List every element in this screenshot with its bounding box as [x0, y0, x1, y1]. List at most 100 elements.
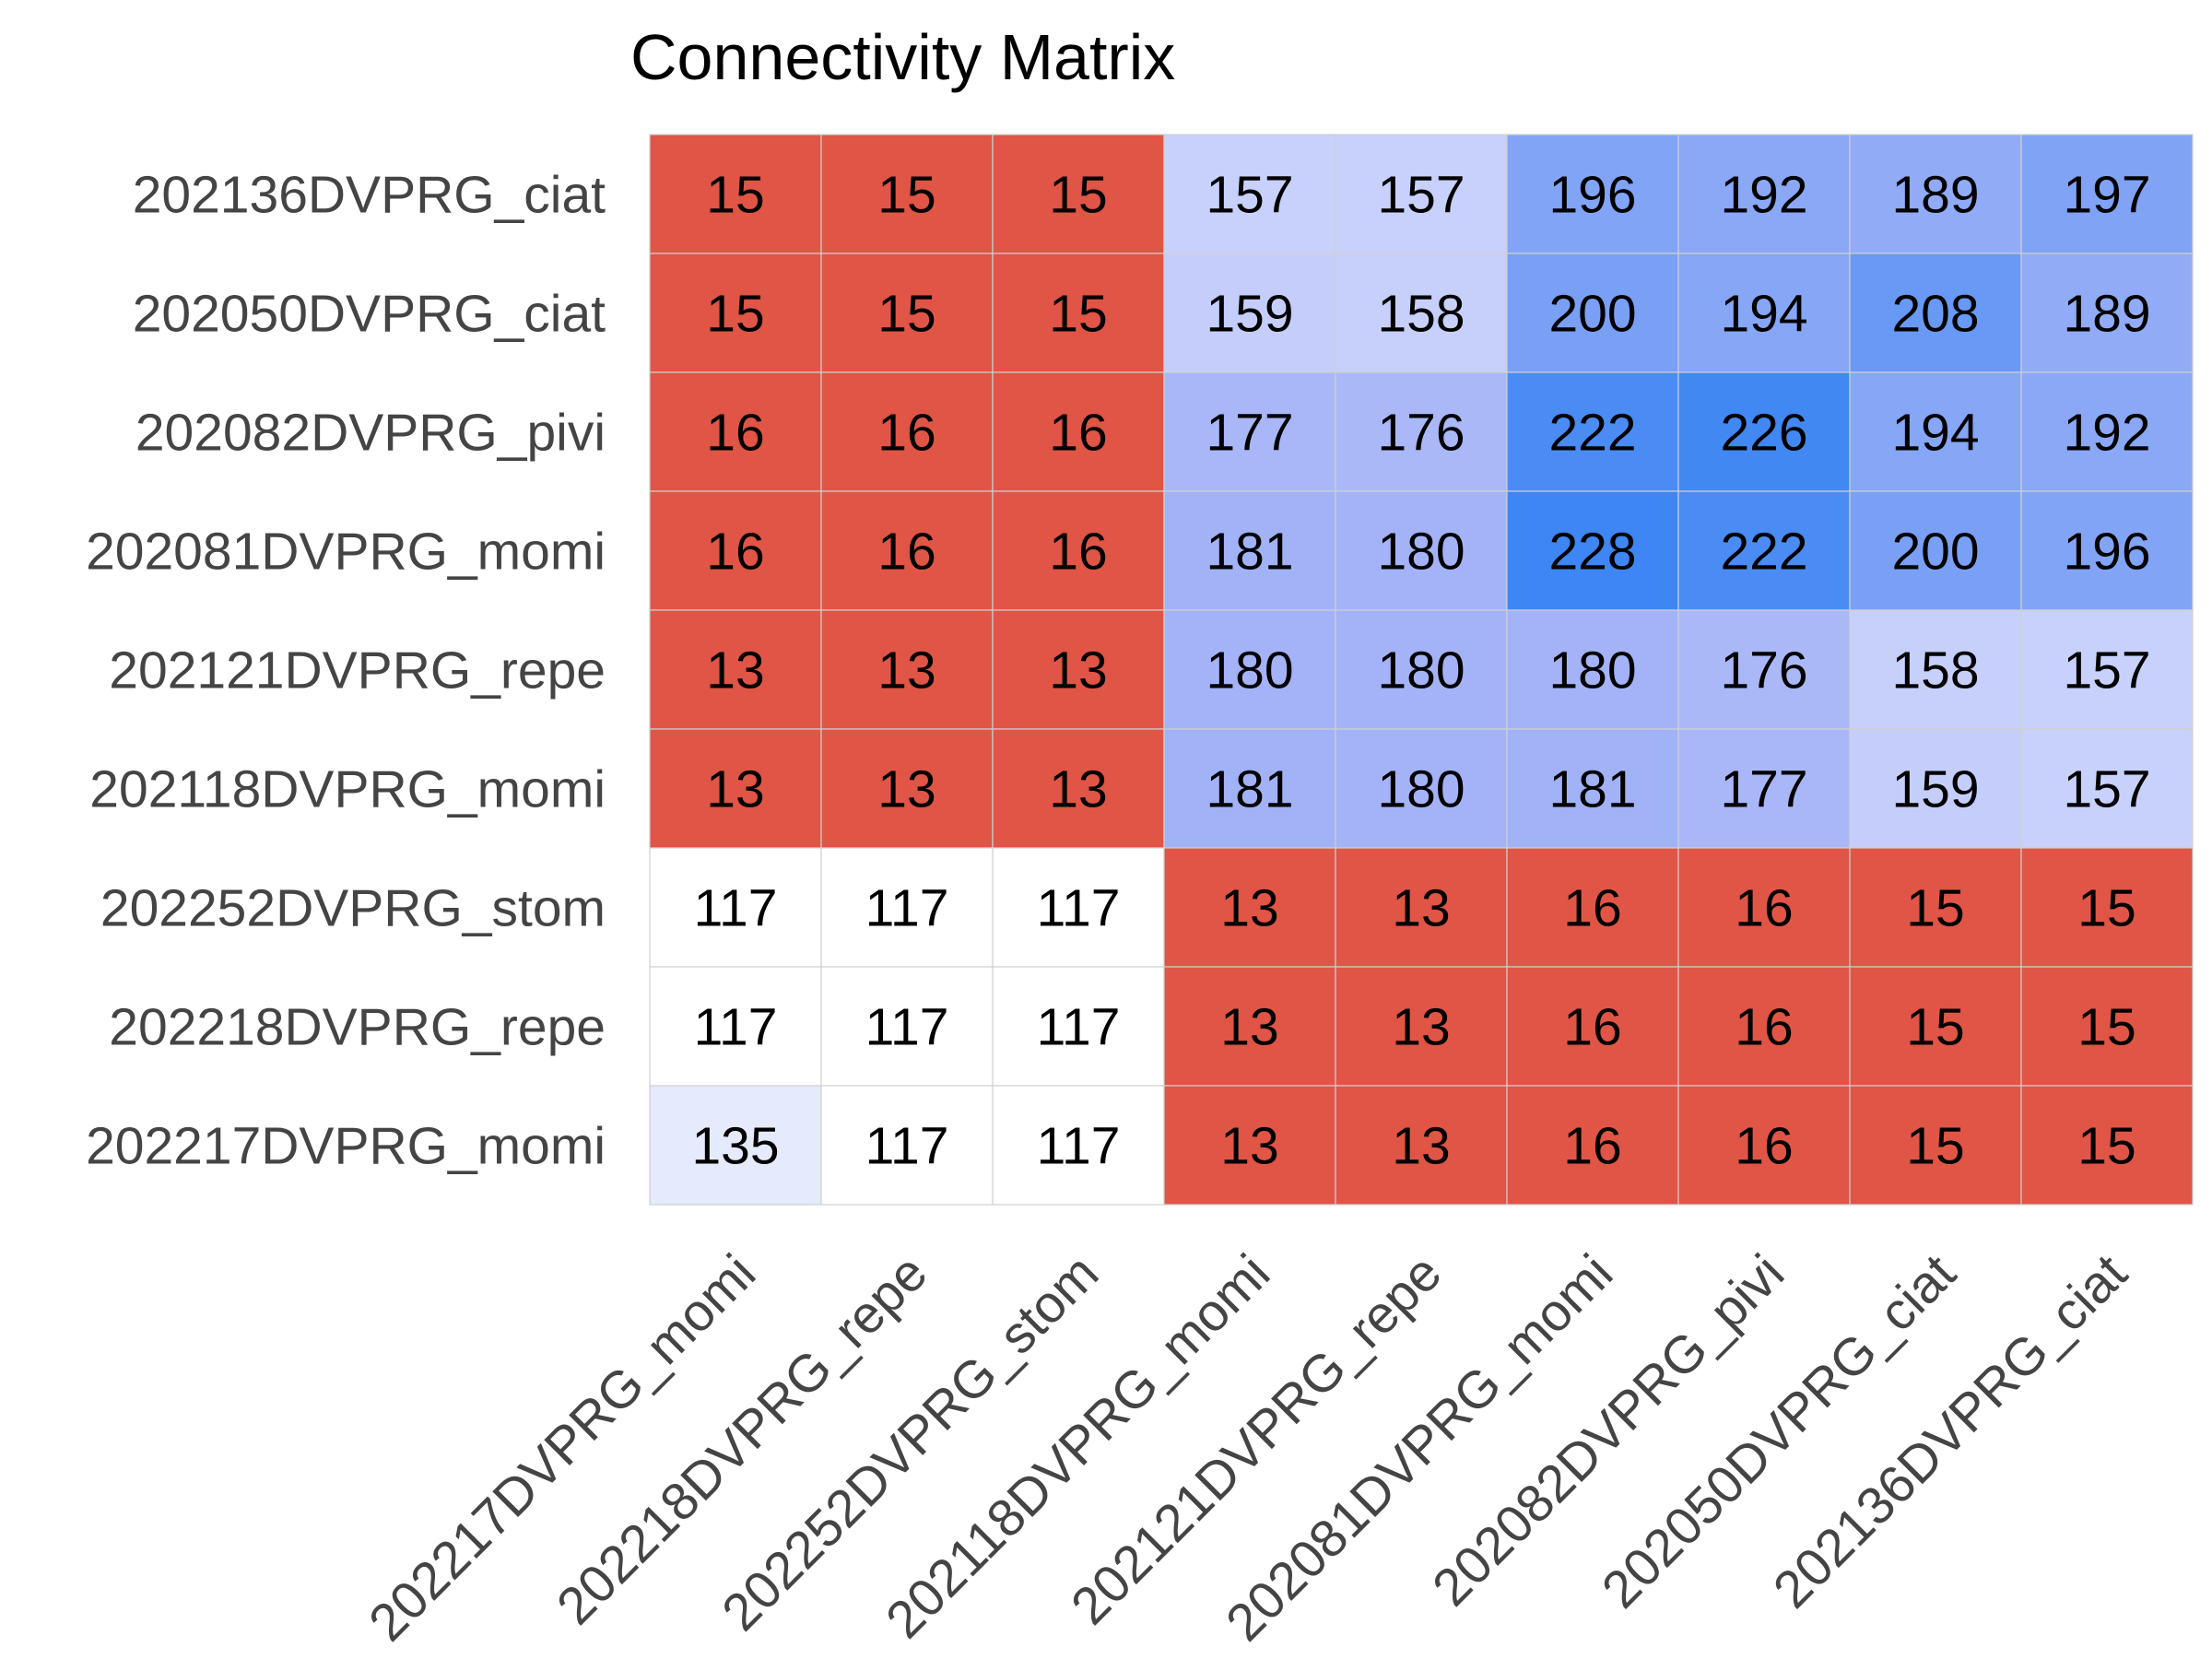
- y-tick-label-6: 202252DVPRG_stom: [100, 879, 606, 938]
- heatmap-cell-r1-c4: [1335, 253, 1508, 373]
- y-tick-label-4: 202121DVPRG_repe: [109, 641, 606, 700]
- y-tick-label-1: 202050DVPRG_ciat: [133, 285, 606, 344]
- heatmap-cell-label-r4-c2: 13: [1049, 641, 1107, 700]
- heatmap-cell-r7-c5: [1506, 966, 1679, 1087]
- heatmap-cell-r2-c4: [1335, 371, 1508, 492]
- heatmap-cell-r3-c8: [2020, 490, 2194, 611]
- heatmap-cell-label-r5-c4: 180: [1377, 760, 1465, 819]
- heatmap-cell-r7-c4: [1335, 966, 1508, 1087]
- heatmap-cell-r8-c7: [1849, 1085, 2022, 1206]
- heatmap-cell-r6-c7: [1849, 847, 2022, 968]
- heatmap-cell-label-r7-c7: 15: [1906, 998, 1964, 1057]
- heatmap-cell-r0-c3: [1163, 134, 1336, 254]
- heatmap-cell-label-r6-c3: 13: [1220, 879, 1278, 938]
- heatmap-cell-r1-c2: [992, 253, 1165, 373]
- heatmap-cell-r6-c8: [2020, 847, 2194, 968]
- heatmap-cell-label-r0-c0: 15: [706, 166, 764, 225]
- y-tick-label-7: 202218DVPRG_repe: [109, 998, 606, 1057]
- heatmap-cell-r5-c6: [1677, 728, 1851, 849]
- heatmap-cell-label-r2-c5: 222: [1548, 404, 1636, 463]
- heatmap-cell-label-r3-c3: 181: [1206, 523, 1293, 582]
- heatmap-cell-label-r6-c2: 117: [1037, 879, 1121, 938]
- heatmap-cell-label-r7-c3: 13: [1220, 998, 1278, 1057]
- heatmap-cell-label-r7-c0: 117: [694, 998, 778, 1057]
- heatmap-cell-r5-c5: [1506, 728, 1679, 849]
- heatmap-cell-label-r6-c5: 16: [1563, 879, 1621, 938]
- heatmap-cell-label-r5-c0: 13: [706, 760, 764, 819]
- heatmap-cell-label-r1-c8: 189: [2063, 285, 2150, 344]
- heatmap-cell-label-r7-c5: 16: [1563, 998, 1621, 1057]
- heatmap-cell-label-r4-c3: 180: [1206, 641, 1293, 700]
- heatmap-cell-label-r0-c2: 15: [1049, 166, 1107, 225]
- heatmap-cell-r6-c0: [649, 847, 822, 968]
- heatmap-cell-r4-c4: [1335, 609, 1508, 730]
- heatmap-cell-label-r1-c3: 159: [1206, 285, 1293, 344]
- heatmap-cell-r4-c7: [1849, 609, 2022, 730]
- heatmap-cell-r8-c4: [1335, 1085, 1508, 1206]
- heatmap-cell-label-r6-c1: 117: [865, 879, 949, 938]
- heatmap-cell-label-r8-c7: 15: [1906, 1117, 1964, 1176]
- heatmap-cell-r1-c6: [1677, 253, 1851, 373]
- heatmap-cell-label-r2-c3: 177: [1206, 404, 1293, 463]
- heatmap-cell-r0-c1: [820, 134, 994, 254]
- heatmap-cell-r4-c8: [2020, 609, 2194, 730]
- heatmap-cell-label-r0-c7: 189: [1891, 166, 1979, 225]
- heatmap-cell-r5-c1: [820, 728, 994, 849]
- heatmap-cell-r6-c5: [1506, 847, 1679, 968]
- heatmap-cell-label-r3-c4: 180: [1377, 523, 1465, 582]
- heatmap-cell-r2-c5: [1506, 371, 1679, 492]
- heatmap-cell-label-r5-c3: 181: [1206, 760, 1293, 819]
- heatmap-cell-r8-c2: [992, 1085, 1165, 1206]
- heatmap-cell-r7-c8: [2020, 966, 2194, 1087]
- heatmap-cell-label-r7-c1: 117: [865, 998, 949, 1057]
- heatmap-cell-r4-c1: [820, 609, 994, 730]
- heatmap-cell-label-r3-c8: 196: [2063, 523, 2150, 582]
- heatmap-cell-label-r8-c4: 13: [1392, 1117, 1450, 1176]
- heatmap-cell-label-r8-c3: 13: [1220, 1117, 1278, 1176]
- heatmap-cell-label-r2-c8: 192: [2063, 404, 2150, 463]
- heatmap-cell-label-r0-c6: 192: [1720, 166, 1807, 225]
- y-tick-label-0: 202136DVPRG_ciat: [133, 166, 606, 225]
- heatmap-cell-label-r8-c1: 117: [865, 1117, 949, 1176]
- heatmap-cell-r6-c1: [820, 847, 994, 968]
- heatmap-cell-r3-c6: [1677, 490, 1851, 611]
- heatmap-cell-label-r7-c2: 117: [1037, 998, 1121, 1057]
- heatmap-cell-label-r8-c2: 117: [1037, 1117, 1121, 1176]
- heatmap-cell-label-r6-c4: 13: [1392, 879, 1450, 938]
- heatmap-cell-r0-c8: [2020, 134, 2194, 254]
- heatmap-cell-r8-c0: [649, 1085, 822, 1206]
- heatmap-cell-r8-c1: [820, 1085, 994, 1206]
- heatmap-cell-label-r1-c4: 158: [1377, 285, 1465, 344]
- heatmap-cell-label-r3-c2: 16: [1049, 523, 1107, 582]
- heatmap-cell-r8-c6: [1677, 1085, 1851, 1206]
- y-tick-label-3: 202081DVPRG_momi: [86, 523, 606, 582]
- heatmap-cell-r7-c6: [1677, 966, 1851, 1087]
- heatmap-cell-label-r3-c6: 222: [1720, 523, 1807, 582]
- heatmap-cell-label-r4-c5: 180: [1548, 641, 1636, 700]
- heatmap-cell-r0-c2: [992, 134, 1165, 254]
- heatmap-cell-label-r3-c5: 228: [1548, 523, 1636, 582]
- heatmap-cell-r4-c2: [992, 609, 1165, 730]
- heatmap-cell-label-r0-c4: 157: [1377, 166, 1465, 225]
- heatmap-cell-label-r2-c1: 16: [877, 404, 935, 463]
- heatmap-cell-label-r5-c1: 13: [877, 760, 935, 819]
- heatmap-cell-label-r4-c1: 13: [877, 641, 935, 700]
- heatmap-cell-r2-c2: [992, 371, 1165, 492]
- heatmap-cell-label-r5-c2: 13: [1049, 760, 1107, 819]
- heatmap-cell-r0-c6: [1677, 134, 1851, 254]
- heatmap-cell-r5-c4: [1335, 728, 1508, 849]
- heatmap-cell-r0-c0: [649, 134, 822, 254]
- heatmap-cell-label-r6-c8: 15: [2077, 879, 2136, 938]
- heatmap-cell-label-r7-c6: 16: [1735, 998, 1793, 1057]
- heatmap-cell-r7-c2: [992, 966, 1165, 1087]
- heatmap-cell-label-r2-c2: 16: [1049, 404, 1107, 463]
- heatmap-cell-r7-c0: [649, 966, 822, 1087]
- heatmap-cell-label-r2-c7: 194: [1891, 404, 1979, 463]
- heatmap-cell-label-r1-c7: 208: [1891, 285, 1979, 344]
- heatmap-cell-r1-c8: [2020, 253, 2194, 373]
- heatmap-cell-r3-c7: [1849, 490, 2022, 611]
- heatmap-cell-label-r1-c6: 194: [1720, 285, 1807, 344]
- heatmap-cell-label-r4-c7: 158: [1891, 641, 1979, 700]
- y-tick-label-5: 202118DVPRG_momi: [89, 760, 606, 819]
- heatmap-cell-r2-c6: [1677, 371, 1851, 492]
